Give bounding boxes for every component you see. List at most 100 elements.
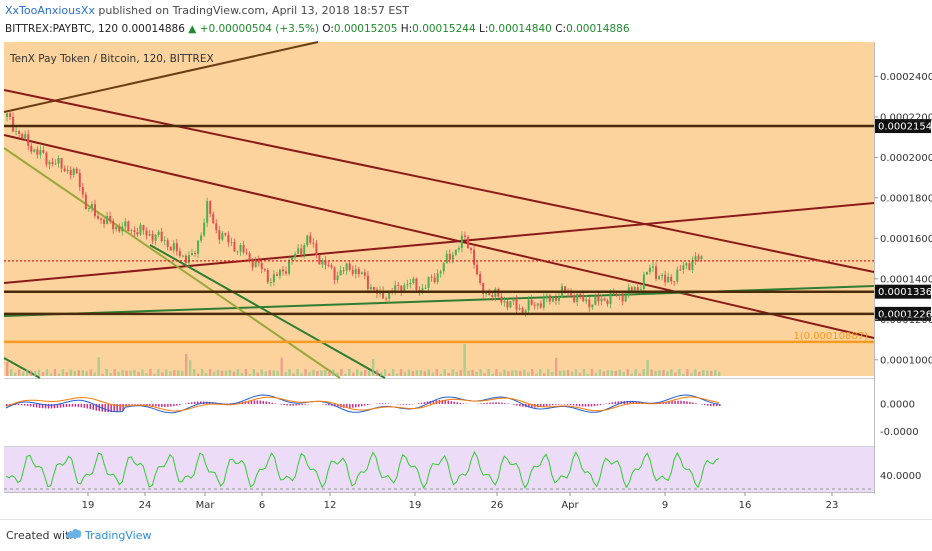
candle-body — [594, 297, 596, 305]
candle-body — [440, 271, 442, 273]
candle-body — [637, 287, 639, 290]
volume-bar — [30, 371, 32, 376]
candle-body — [170, 247, 172, 251]
macd-histogram-bar — [93, 404, 95, 410]
volume-bar — [440, 374, 442, 376]
macd-histogram-bar — [454, 402, 456, 404]
candle-body — [273, 274, 275, 282]
volume-bar — [702, 370, 704, 376]
volume-bar — [380, 372, 382, 376]
candle-body — [506, 301, 508, 307]
x-tick-label: 19 — [409, 500, 422, 511]
candle-body — [415, 279, 417, 290]
volume-bar — [690, 373, 692, 376]
candle-body — [197, 241, 199, 254]
x-tick-label: 9 — [662, 500, 668, 511]
candle-body — [312, 243, 314, 244]
candle-body — [370, 287, 372, 289]
volume-bar — [503, 369, 505, 376]
candle-body — [152, 234, 154, 241]
macd-histogram-bar — [385, 403, 387, 404]
volume-bar — [58, 373, 60, 376]
candle-body — [121, 227, 123, 232]
candle-body — [130, 230, 132, 231]
volume-bar — [408, 370, 410, 376]
candle-body — [133, 230, 135, 232]
volume-bar — [292, 373, 294, 376]
volume-bar — [535, 374, 537, 376]
volume-bar — [86, 371, 88, 376]
candle-body — [182, 256, 184, 257]
macd-histogram-bar — [251, 401, 253, 404]
volume-bar — [531, 369, 533, 376]
volume-bar — [634, 369, 636, 376]
macd-histogram-bar — [325, 404, 327, 405]
volume-bar — [646, 360, 648, 376]
macd-histogram-bar — [33, 404, 35, 407]
volume-bar — [483, 373, 485, 376]
macd-histogram-bar — [167, 404, 169, 407]
volume-bar — [18, 369, 20, 376]
macd-histogram-bar — [134, 404, 136, 405]
candle-body — [270, 282, 272, 283]
time-axis-border — [4, 492, 874, 493]
volume-bar — [62, 369, 64, 376]
volume-bar — [66, 372, 68, 376]
candle-body — [355, 269, 357, 274]
macd-histogram-bar — [561, 404, 563, 405]
macd-histogram-bar — [564, 404, 566, 405]
macd-histogram-bar — [269, 402, 271, 404]
volume-bar — [153, 374, 155, 376]
candle-body — [494, 289, 496, 297]
macd-histogram-bar — [379, 403, 381, 404]
macd-histogram-bar — [382, 403, 384, 404]
candle-body — [679, 270, 681, 271]
macd-histogram-bar — [361, 404, 363, 406]
candle-body — [346, 263, 348, 270]
candle-body — [45, 153, 47, 165]
volume-bar — [328, 371, 330, 376]
price-axis[interactable]: 0.000240000.000220000.000200000.00018000… — [874, 72, 932, 482]
candle-body — [434, 277, 436, 282]
pane-divider — [4, 446, 874, 447]
macd-histogram-bar — [266, 401, 268, 404]
candle-body — [9, 113, 11, 117]
volume-bar — [551, 372, 553, 376]
volume-bar — [225, 371, 227, 376]
macd-histogram-bar — [292, 404, 294, 406]
volume-bar — [650, 370, 652, 376]
candle-body — [164, 240, 166, 241]
macd-histogram-bar — [492, 402, 494, 404]
volume-bar — [109, 373, 111, 376]
volume-bar — [475, 372, 477, 376]
candle-body — [21, 134, 23, 138]
candle-body — [367, 276, 369, 290]
candle-body — [149, 234, 151, 236]
candle-body — [79, 173, 81, 187]
candle-body — [315, 243, 317, 255]
volume-bar — [90, 369, 92, 376]
volume-bar — [575, 369, 577, 376]
volume-bar — [471, 370, 473, 376]
volume-bar — [416, 370, 418, 376]
volume-bar — [169, 371, 171, 376]
macd-histogram-bar — [90, 404, 92, 409]
candle-body — [18, 131, 20, 134]
rsi-tick-label: 40.0000 — [880, 471, 921, 482]
candle-body — [303, 245, 305, 254]
chart-canvas[interactable]: TenX Pay Token / Bitcoin, 120, BITTREX 0… — [0, 0, 932, 519]
candle-body — [452, 255, 454, 260]
volume-bar — [304, 369, 306, 376]
tradingview-link[interactable]: TradingView — [85, 529, 151, 542]
candle-body — [691, 261, 693, 270]
macd-histogram-bar — [30, 404, 32, 406]
candle-body — [243, 245, 245, 252]
macd-histogram-bar — [692, 402, 694, 404]
candle-body — [470, 248, 472, 250]
candle-body — [100, 219, 102, 220]
volume-bar — [479, 369, 481, 376]
macd-histogram-bar — [36, 404, 38, 407]
candle-body — [373, 287, 375, 290]
